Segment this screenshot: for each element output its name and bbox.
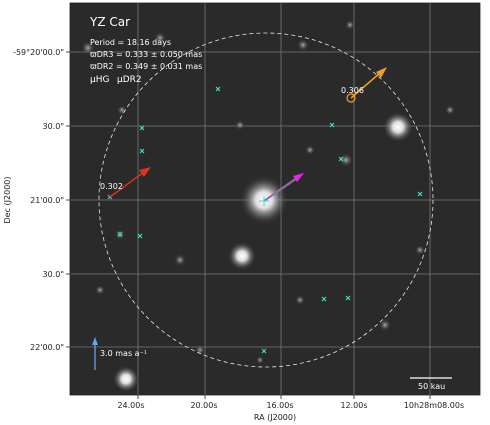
x-tick-label: 10h28m08.00s — [404, 401, 464, 410]
background-star — [415, 245, 425, 255]
background-star — [235, 120, 245, 130]
y-tick-label: 30.0" — [43, 122, 65, 131]
field-star-x-marker — [417, 191, 423, 197]
scale-arrow: 3.0 mas a⁻¹ — [92, 337, 147, 370]
field-star-markers — [107, 86, 423, 354]
background-star — [445, 105, 455, 115]
background-star — [115, 230, 125, 240]
background-stars — [81, 20, 455, 364]
field-star-x-marker — [261, 348, 267, 354]
scale-arrow-label: 3.0 mas a⁻¹ — [100, 349, 147, 358]
background-star — [295, 295, 305, 305]
background-star — [345, 20, 355, 30]
background-star — [174, 254, 186, 266]
dr2-motion-arrow — [263, 177, 298, 202]
y-tick-label: -59°20'00.0" — [13, 48, 64, 57]
background-star — [339, 153, 353, 167]
background-star — [256, 356, 264, 364]
background-star — [305, 145, 315, 155]
sky-image: 0.306 0.302 3.0 mas a⁻¹ 50 kau YZ Car — [70, 3, 480, 395]
companion-red: 0.302 — [100, 167, 151, 198]
companion-motion-arrow — [350, 72, 381, 99]
field-star-x-marker — [329, 122, 335, 128]
star-name-title: YZ Car — [89, 15, 130, 29]
period-text: Period = 18.16 days — [90, 38, 171, 47]
bright-star — [228, 242, 256, 270]
scale-bar-label: 50 kau — [418, 382, 445, 391]
arrow-head — [92, 337, 98, 345]
arrow-head — [139, 167, 151, 177]
field-star-x-marker — [215, 86, 221, 92]
search-radius-circle — [98, 32, 434, 368]
background-star — [297, 39, 309, 51]
field-star-x-marker — [139, 125, 145, 131]
axis-ticks — [66, 51, 431, 399]
y-tick-label: 22'00.0" — [30, 343, 64, 352]
companion-marker — [346, 93, 356, 103]
parallax-dr3-text: ϖDR3 = 0.333 ± 0.050 mas — [90, 50, 202, 59]
y-tick-label: 21'00.0" — [30, 196, 64, 205]
background-star — [81, 41, 95, 55]
x-axis-label: RA (J2000) — [254, 413, 296, 422]
x-tick-label: 16.00s — [266, 401, 293, 410]
y-tick-label: 30.0" — [43, 270, 65, 279]
scale-bar: 50 kau — [410, 377, 452, 391]
field-star-x-marker — [137, 233, 143, 239]
target-proper-motion — [259, 173, 304, 206]
companion-label: 0.306 — [341, 86, 364, 95]
background-star — [117, 105, 127, 115]
plot-frame — [69, 2, 481, 396]
field-star-x-marker — [117, 231, 123, 237]
background-star — [154, 32, 166, 44]
arrow-head — [293, 173, 304, 182]
x-tick-label: 20.00s — [190, 401, 217, 410]
field-star-x-marker — [321, 296, 327, 302]
legend-dr2: μDR2 — [117, 75, 142, 85]
x-tick-label: 24.00s — [117, 401, 144, 410]
field-star-x-marker — [345, 295, 351, 301]
background-star — [379, 319, 391, 331]
companion-motion-arrow — [109, 171, 145, 198]
companion-label: 0.302 — [100, 182, 123, 191]
bright-star — [113, 366, 139, 392]
field-star-x-marker — [139, 148, 145, 154]
arrow-head — [376, 67, 387, 78]
y-axis-label: Dec (J2000) — [3, 177, 12, 224]
parallax-dr2-text: ϖDR2 = 0.349 ± 0.031 mas — [90, 62, 202, 71]
x-tick-label: 12.00s — [340, 401, 367, 410]
legend-hg: μHG — [90, 75, 109, 85]
bright-star — [383, 112, 413, 142]
background-star — [95, 285, 105, 295]
field-star-x-marker — [338, 156, 344, 162]
companion-orange: 0.306 — [341, 67, 387, 103]
